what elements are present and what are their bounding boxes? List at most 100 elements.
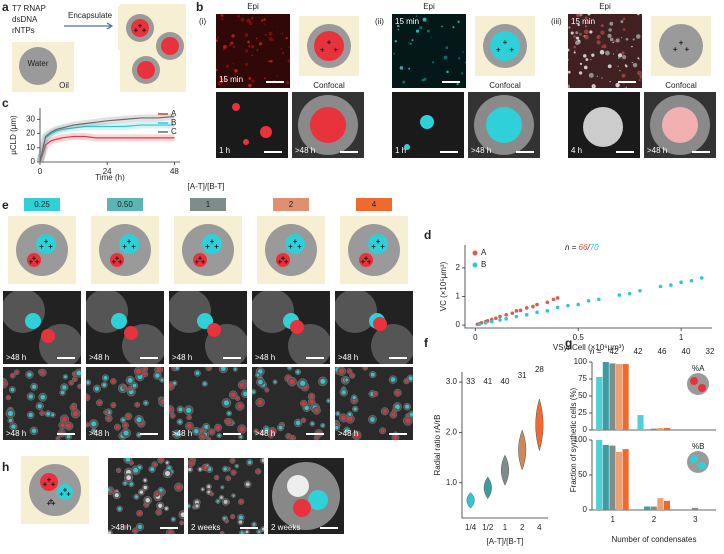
bar (622, 364, 629, 430)
droplet (486, 107, 522, 143)
spot (607, 33, 612, 38)
spot (623, 28, 626, 31)
spot (596, 40, 601, 45)
spot (443, 55, 448, 60)
cartoon (475, 16, 535, 76)
bar (637, 415, 644, 430)
dna-glyph (277, 259, 282, 264)
spot (430, 36, 432, 38)
spot (106, 416, 111, 421)
condensate (40, 473, 58, 491)
spot (256, 469, 260, 474)
spot (397, 24, 400, 28)
spot (15, 370, 19, 374)
spot (608, 28, 612, 32)
spot (216, 36, 219, 39)
spot (223, 79, 227, 83)
dna-glyph (133, 28, 138, 33)
spot (123, 430, 129, 436)
spot (76, 370, 81, 376)
spot (60, 422, 65, 428)
water-label: Water (27, 59, 48, 68)
dna-glyph (35, 259, 40, 264)
point (514, 314, 519, 319)
spot (221, 81, 223, 84)
condensate (202, 234, 222, 254)
legend-label: B (171, 118, 176, 127)
dna-glyph (131, 244, 136, 249)
x-tick-label: 0.5 (573, 333, 585, 342)
spot (39, 370, 43, 374)
spot (108, 488, 110, 492)
inset-condensate (690, 377, 698, 385)
spot (165, 507, 168, 510)
droplet (260, 126, 272, 138)
spot (393, 52, 396, 55)
spot (584, 16, 588, 20)
spot (573, 45, 577, 49)
legend-label: A (481, 248, 487, 257)
y-tick-label: 30 (26, 114, 35, 123)
scale-bar (692, 151, 710, 153)
spot (160, 378, 164, 382)
spot (263, 18, 266, 21)
spot (446, 70, 449, 74)
micrograph (169, 367, 247, 440)
x-tick-label: 24 (103, 167, 112, 176)
spot (174, 431, 180, 437)
y-tick-label: 1 (456, 292, 461, 301)
micrograph (3, 291, 81, 364)
spot (268, 37, 273, 41)
spot (622, 17, 626, 21)
spot (223, 44, 227, 49)
spot (123, 481, 127, 485)
spot (390, 377, 396, 382)
spot (583, 29, 589, 35)
point (494, 316, 498, 321)
spot (86, 423, 89, 427)
spot (187, 416, 191, 419)
spot (341, 415, 346, 421)
spot (136, 368, 142, 374)
micrograph (568, 14, 642, 88)
spot (599, 49, 605, 55)
inset-condensate (698, 462, 706, 470)
spot (220, 14, 224, 17)
spot (245, 530, 249, 534)
spot (232, 68, 235, 70)
spot (138, 465, 142, 469)
scale-bar (140, 433, 158, 435)
spot (457, 20, 460, 23)
annotation-part: 66 (579, 243, 588, 252)
time-label: 2 weeks (271, 523, 300, 532)
spot (393, 408, 397, 412)
point (518, 308, 523, 313)
dna-glyph (142, 28, 147, 33)
dna-glyph (205, 244, 210, 249)
ratio-label: 2 (289, 200, 294, 209)
spot (575, 14, 580, 17)
scale-bar (57, 433, 75, 435)
spot (257, 530, 261, 534)
panel-label: e (2, 198, 9, 212)
spot (315, 436, 319, 440)
spot (249, 21, 253, 25)
time-label: >48 h (6, 353, 26, 362)
roman-label: (iii) (551, 17, 562, 26)
spot (612, 41, 614, 44)
spot (11, 374, 15, 378)
dna-glyph (28, 259, 33, 264)
micrograph (392, 14, 466, 88)
dna-glyph (371, 244, 376, 249)
spot (216, 499, 220, 503)
micrograph (169, 291, 247, 364)
spot (102, 383, 107, 387)
y-tick-label: 20 (26, 129, 35, 138)
point (689, 278, 694, 283)
ratio-box (273, 198, 309, 211)
spot (464, 62, 466, 64)
spot (239, 500, 243, 504)
spot (255, 37, 258, 40)
spot (577, 23, 580, 27)
